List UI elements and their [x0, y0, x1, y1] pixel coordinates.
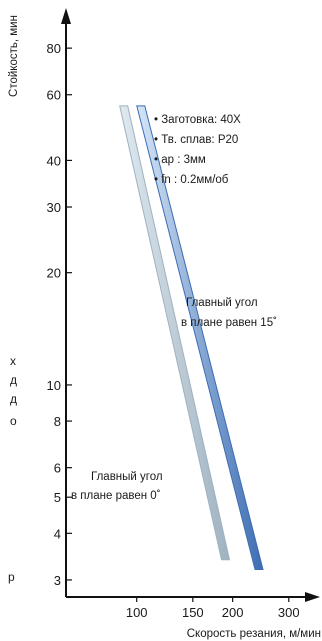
x-axis-arrow [305, 592, 320, 602]
series-label-15-line-1: Главный угол [186, 297, 258, 309]
y-tick-label: 5 [54, 490, 61, 505]
x-ticks: 100 150 200 300 [126, 597, 300, 620]
x-tick-label: 200 [222, 605, 244, 620]
y-tick-label: 20 [47, 266, 61, 281]
y-ticks: 3 4 5 6 8 10 20 30 40 60 80 [47, 41, 72, 588]
series-label-0-line-1: Главный угол [91, 471, 163, 483]
y-tick-label: 80 [47, 41, 61, 56]
note-line-4: • fn : 0.2мм/об [154, 174, 229, 186]
fragment-5: р [8, 570, 15, 584]
x-tick-label: 150 [182, 605, 204, 620]
series-line-1 [136, 105, 264, 570]
series-label-0-line-2: в плане равен 0˚ [71, 490, 161, 502]
fragment-3: д [10, 392, 17, 406]
series-label-15: Главный угол в плане равен 15˚ [181, 297, 277, 329]
series-line-0 [119, 105, 231, 561]
y-axis-arrow [61, 8, 71, 24]
series-label-0: Главный угол в плане равен 0˚ [71, 471, 163, 502]
axes [61, 8, 320, 602]
series-layer [119, 105, 264, 570]
y-tick-label: 3 [54, 573, 61, 588]
y-axis-label: Стойкость, мин [8, 15, 20, 97]
note-line-2: • Тв. сплав: P20 [154, 134, 238, 146]
y-tick-label: 40 [47, 153, 61, 168]
x-tick-label: 300 [278, 605, 300, 620]
fragment-4: о [10, 414, 17, 428]
conditions-note: • Заготовка: 40X • Тв. сплав: P20 • ap :… [154, 114, 241, 186]
y-tick-label: 4 [54, 526, 61, 541]
note-line-1: • Заготовка: 40X [154, 114, 241, 126]
x-tick-label: 100 [126, 605, 148, 620]
y-tick-label: 6 [54, 461, 61, 476]
x-axis-label: Скорость резания, м/мин [187, 628, 321, 640]
y-tick-label: 60 [47, 88, 61, 103]
fragment-1: х [10, 354, 16, 368]
y-tick-label: 8 [54, 414, 61, 429]
y-tick-label: 30 [47, 200, 61, 215]
y-tick-label: 10 [47, 378, 61, 393]
fragment-2: д [10, 373, 17, 387]
cropped-fragments: х д д о р [8, 354, 17, 584]
series-label-15-line-2: в плане равен 15˚ [181, 317, 277, 329]
note-line-3: • ap : 3мм [154, 154, 206, 166]
